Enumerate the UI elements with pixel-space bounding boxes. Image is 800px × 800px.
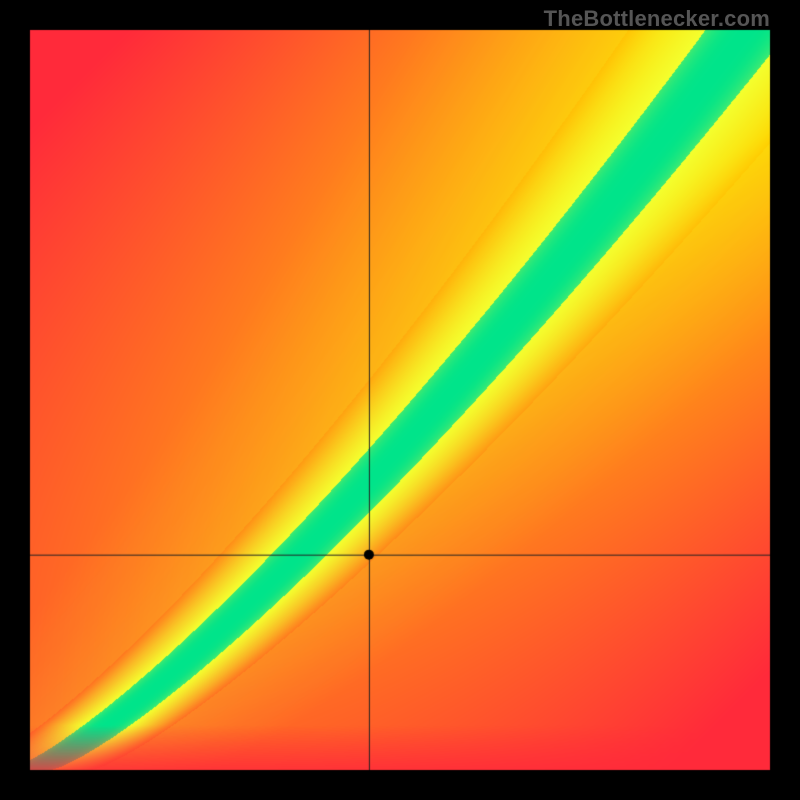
heatmap-canvas (0, 0, 800, 800)
watermark-text: TheBottlenecker.com (544, 6, 770, 32)
bottleneck-heatmap: TheBottlenecker.com (0, 0, 800, 800)
